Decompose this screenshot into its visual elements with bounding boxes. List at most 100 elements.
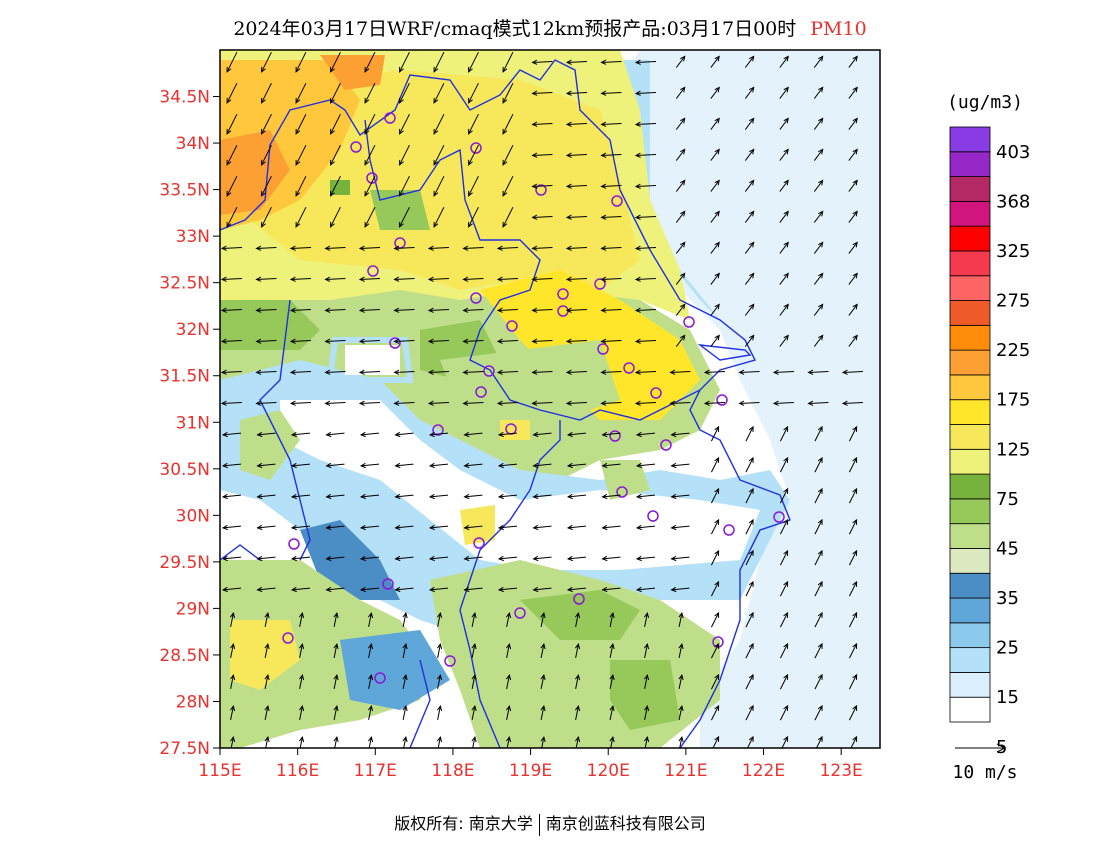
wind-arrowhead — [295, 66, 301, 73]
wind-arrow — [813, 149, 824, 161]
wind-arrow — [360, 587, 380, 591]
wind-arrow — [636, 587, 656, 591]
wind-arrowhead — [852, 334, 858, 341]
wind-arrow — [464, 463, 483, 467]
wind-arrow — [779, 273, 789, 285]
wind-arrow — [471, 675, 476, 689]
wind-arrow — [814, 705, 823, 721]
wind-arrowhead — [738, 400, 745, 406]
wind-arrow — [533, 494, 552, 498]
wind-arrow — [295, 175, 307, 197]
wind-arrowhead — [748, 735, 754, 742]
wind-arrow — [290, 340, 312, 342]
colorbar-unit: (ug/m3) — [947, 92, 1023, 113]
wind-arrowhead — [325, 524, 332, 531]
lat-tick-label: 28.5N — [159, 646, 210, 666]
wind-arrow — [472, 737, 476, 748]
wind-arrowhead — [255, 245, 262, 251]
wind-arrowhead — [358, 338, 365, 344]
wind-arrow — [463, 309, 484, 311]
wind-arrowhead — [264, 736, 270, 743]
wind-arrow — [848, 242, 858, 254]
wind-arrowhead — [772, 369, 779, 375]
wind-legend-label: 10 m/s — [952, 762, 1017, 783]
wind-arrow — [264, 675, 269, 689]
wind-arrowhead — [852, 210, 858, 217]
wind-arrowhead — [714, 642, 720, 649]
wind-arrowhead — [680, 86, 686, 93]
wind-arrow — [261, 175, 272, 197]
wind-arrowhead — [325, 462, 332, 469]
wind-arrowhead — [505, 736, 512, 743]
wind-arrow — [533, 463, 552, 467]
wind-arrowhead — [600, 121, 607, 127]
copyright-right: 南京创蓝科技有限公司 — [545, 814, 706, 833]
colorbar-value-label: 175 — [996, 390, 1030, 411]
wind-arrow — [399, 206, 410, 228]
wind-arrowhead — [333, 705, 339, 712]
wind-arrow — [678, 613, 683, 627]
wind-arrow — [636, 525, 656, 529]
wind-arrowhead — [394, 555, 401, 562]
wind-arrow — [468, 144, 479, 166]
wind-arrowhead — [574, 705, 581, 712]
wind-arrowhead — [226, 159, 232, 166]
wind-arrowhead — [748, 704, 754, 711]
wind-arrow — [226, 175, 238, 197]
wind-arrowhead — [817, 425, 823, 432]
wind-arrow — [675, 335, 686, 347]
wind-arrowhead — [738, 369, 745, 375]
wind-arrowhead — [255, 307, 262, 313]
wind-arrow — [226, 206, 238, 228]
wind-arrowhead — [609, 736, 615, 743]
wind-arrow — [779, 56, 789, 68]
wind-arrow — [437, 613, 441, 627]
wind-arrow — [256, 309, 277, 311]
wind-arrowhead — [471, 674, 477, 681]
wind-arrowhead — [600, 59, 607, 65]
wind-arrow — [635, 216, 657, 218]
wind-arrow — [402, 706, 407, 720]
wind-arrow — [779, 643, 789, 659]
wind-arrowhead — [566, 555, 573, 562]
wind-arrow — [710, 87, 720, 99]
wind-arrow — [566, 247, 588, 249]
wind-arrow — [502, 113, 514, 135]
wind-arrowhead — [714, 456, 720, 463]
wind-arrow — [291, 556, 311, 560]
colorbar-value-label: 125 — [996, 439, 1030, 460]
wind-arrow — [814, 457, 823, 473]
wind-arrowhead — [394, 462, 401, 469]
wind-arrow — [675, 180, 686, 192]
wind-arrow — [429, 463, 449, 467]
wind-arrow — [498, 463, 518, 467]
wind-arrowhead — [427, 276, 434, 282]
wind-arrow — [745, 488, 754, 504]
wind-arrowhead — [261, 221, 266, 228]
colorbar-segment — [949, 448, 991, 475]
wind-arrow — [333, 675, 338, 689]
wind-arrowhead — [714, 549, 720, 556]
wind-arrowhead — [609, 612, 615, 619]
wind-arrowhead — [601, 493, 608, 500]
wind-arrowhead — [680, 210, 686, 217]
colorbar-segment — [949, 523, 991, 549]
wind-arrow — [498, 556, 518, 560]
wind-arrowhead — [393, 307, 400, 313]
wind-arrow — [848, 118, 858, 130]
wind-arrowhead — [229, 643, 236, 650]
wind-arrowhead — [532, 586, 539, 593]
colorbar-segment — [949, 498, 991, 525]
wind-arrowhead — [289, 276, 296, 282]
wind-arrowhead — [634, 369, 641, 375]
wind-arrow — [364, 82, 376, 104]
wind-arrow — [291, 494, 311, 498]
wind-arrow — [644, 644, 648, 658]
wind-arrow — [290, 371, 312, 373]
wind-arrowhead — [436, 705, 443, 712]
wind-arrowhead — [255, 276, 262, 282]
wind-arrowhead — [714, 487, 720, 494]
wind-arrowhead — [393, 400, 400, 406]
wind-arrowhead — [643, 612, 650, 619]
wind-arrow — [299, 613, 303, 627]
